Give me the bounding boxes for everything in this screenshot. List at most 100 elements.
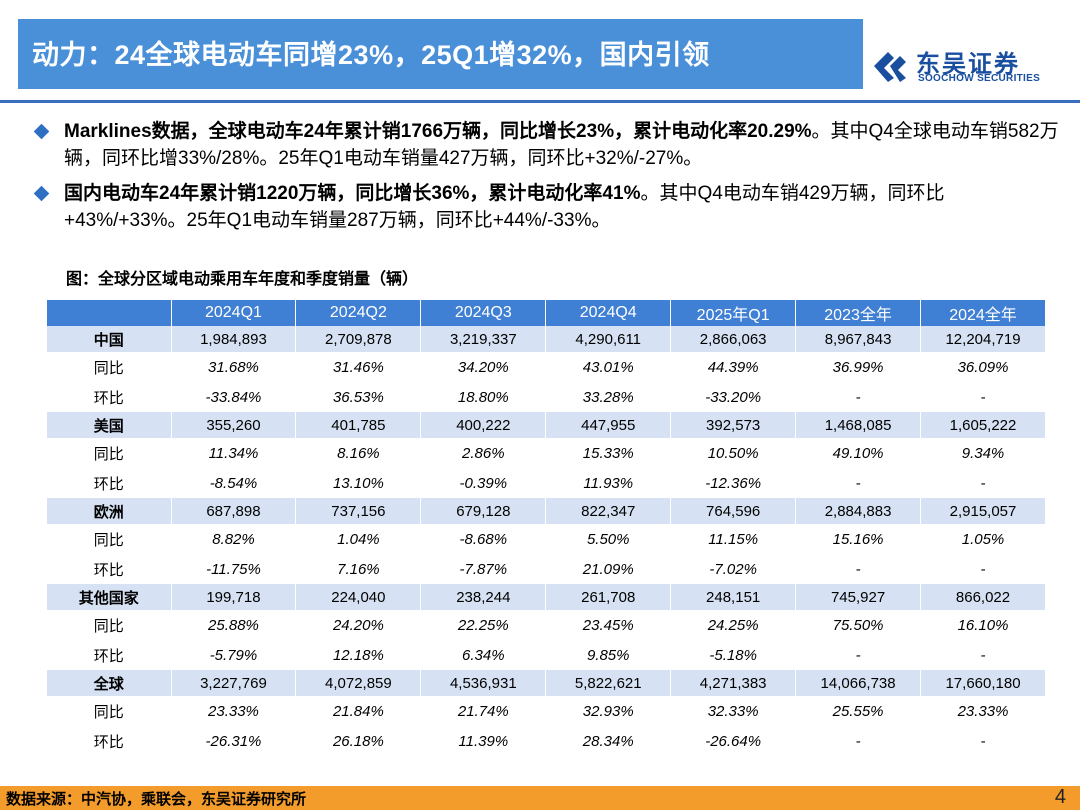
table-cell: 1.05% — [920, 524, 1046, 554]
table-cell: 36.09% — [920, 352, 1046, 382]
table-cell: 764,596 — [670, 498, 797, 524]
table-cell: -33.84% — [171, 382, 297, 412]
table-cell: 199,718 — [171, 584, 297, 610]
table-cell: -8.54% — [171, 468, 297, 498]
table-cell: -12.36% — [670, 468, 797, 498]
table-cell: -26.64% — [670, 726, 797, 756]
table-cell: - — [795, 640, 922, 670]
table-cell: 49.10% — [795, 438, 922, 468]
table-cell: 44.39% — [670, 352, 797, 382]
table-cell: 24.20% — [295, 610, 422, 640]
table-cell: - — [795, 382, 922, 412]
table-cell: 2,884,883 — [795, 498, 922, 524]
figure-caption: 图：全球分区域电动乘用车年度和季度销量（辆） — [66, 271, 419, 288]
table-cell: 34.20% — [420, 352, 547, 382]
table-row-ratio: 同比 31.68% 31.46% 34.20% 43.01% 44.39% 36.99% 36… — [47, 352, 1046, 382]
table-row-region: 全球 3,227,769 4,072,859 4,536,931 5,822,621 4,… — [47, 670, 1046, 696]
row-label: 同比 — [47, 696, 172, 726]
row-label: 其他国家 — [47, 584, 172, 610]
table-cell: - — [795, 726, 922, 756]
table-cell: 4,290,611 — [545, 326, 672, 352]
table-row-ratio: 环比 -33.84% 36.53% 18.80% 33.28% -33.20% - - — [47, 382, 1046, 412]
table-row-ratio: 同比 25.88% 24.20% 22.25% 23.45% 24.25% 75.50% 16… — [47, 610, 1046, 640]
table-cell: - — [795, 554, 922, 584]
table-body: 中国 1,984,893 2,709,878 3,219,337 4,290,611 2,… — [47, 326, 1046, 756]
row-label: 环比 — [47, 382, 172, 412]
table-cell: 238,244 — [420, 584, 547, 610]
table-cell: 15.33% — [545, 438, 672, 468]
table-row-region: 中国 1,984,893 2,709,878 3,219,337 4,290,611 2,… — [47, 326, 1046, 352]
table-cell: 28.34% — [545, 726, 672, 756]
table-cell: 3,227,769 — [171, 670, 297, 696]
row-label: 美国 — [47, 412, 172, 438]
bullet-bold-text: 国内电动车24年累计销1220万辆，同比增长36%，累计电动化率41% — [64, 183, 641, 204]
table-cell: 23.33% — [171, 696, 297, 726]
table-cell: - — [920, 382, 1046, 412]
table-cell: 21.09% — [545, 554, 672, 584]
table-cell: 36.99% — [795, 352, 922, 382]
row-label: 环比 — [47, 468, 172, 498]
table-cell: 2,866,063 — [670, 326, 797, 352]
title-bar: 动力：24全球电动车同增23%，25Q1增32%，国内引领 — [18, 19, 863, 89]
table-cell: -5.79% — [171, 640, 297, 670]
table-cell: 11.39% — [420, 726, 547, 756]
table-cell: 21.84% — [295, 696, 422, 726]
table-cell: 392,573 — [670, 412, 797, 438]
row-label: 中国 — [47, 326, 172, 352]
table-cell: 2.86% — [420, 438, 547, 468]
table-cell: 401,785 — [295, 412, 422, 438]
table-cell: -7.87% — [420, 554, 547, 584]
table-cell: 737,156 — [295, 498, 422, 524]
table-cell: 8.82% — [171, 524, 297, 554]
data-source: 数据来源：中汽协，乘联会，东吴证券研究所 — [6, 791, 307, 808]
table-cell: 400,222 — [420, 412, 547, 438]
table-cell: 6.34% — [420, 640, 547, 670]
table-cell: 17,660,180 — [920, 670, 1046, 696]
bullet-domestic: 国内电动车24年累计销1220万辆，同比增长36%，累计电动化率41%。其中Q4… — [30, 180, 1060, 234]
sales-table: 2024Q1 2024Q2 2024Q3 2024Q4 2025年Q1 2023… — [47, 300, 1046, 756]
bullet-text: 。其中Q4全球电动车销582万辆，同环比增33%/28%。25年Q1电动车销量4… — [64, 121, 1059, 169]
row-label: 环比 — [47, 554, 172, 584]
table-cell: 8.16% — [295, 438, 422, 468]
table-row-region: 其他国家 199,718 224,040 238,244 261,708 248,151 7… — [47, 584, 1046, 610]
table-cell: 866,022 — [920, 584, 1046, 610]
row-label: 同比 — [47, 438, 172, 468]
table-cell: 75.50% — [795, 610, 922, 640]
diamond-bullet-icon — [33, 185, 50, 202]
row-label: 同比 — [47, 610, 172, 640]
table-cell: 1.04% — [295, 524, 422, 554]
table-cell: 21.74% — [420, 696, 547, 726]
table-cell: 1,468,085 — [795, 412, 922, 438]
table-cell: 16.10% — [920, 610, 1046, 640]
table-cell: 1,984,893 — [171, 326, 297, 352]
table-cell: 5,822,621 — [545, 670, 672, 696]
table-cell: 687,898 — [171, 498, 297, 524]
table-cell: 355,260 — [171, 412, 297, 438]
table-cell: -11.75% — [171, 554, 297, 584]
table-cell: 261,708 — [545, 584, 672, 610]
table-cell: 2,709,878 — [295, 326, 422, 352]
column-header: 2024Q4 — [545, 300, 672, 326]
diamond-bullet-icon — [33, 123, 50, 140]
bullet-bold-text: Marklines数据，全球电动车24年累计销1766万辆，同比增长23%，累计… — [64, 121, 812, 142]
table-cell: 5.50% — [545, 524, 672, 554]
table-cell: 26.18% — [295, 726, 422, 756]
table-cell: 11.93% — [545, 468, 672, 498]
table-cell: 11.34% — [171, 438, 297, 468]
row-label: 全球 — [47, 670, 172, 696]
table-cell: - — [920, 640, 1046, 670]
table-row-region: 美国 355,260 401,785 400,222 447,955 392,573 1,4… — [47, 412, 1046, 438]
table-row-ratio: 同比 8.82% 1.04% -8.68% 5.50% 11.15% 15.16% 1.05% — [47, 524, 1046, 554]
table-cell: 13.10% — [295, 468, 422, 498]
column-header: 2024全年 — [920, 300, 1046, 326]
table-cell: 248,151 — [670, 584, 797, 610]
page-title: 动力：24全球电动车同增23%，25Q1增32%，国内引领 — [32, 40, 710, 70]
table-cell: 25.55% — [795, 696, 922, 726]
column-header: 2024Q3 — [420, 300, 547, 326]
page-number: 4 — [1054, 786, 1066, 808]
table-cell: 9.85% — [545, 640, 672, 670]
table-cell: 745,927 — [795, 584, 922, 610]
table-row-ratio: 环比 -26.31% 26.18% 11.39% 28.34% -26.64% - - — [47, 726, 1046, 756]
bullet-global: Marklines数据，全球电动车24年累计销1766万辆，同比增长23%，累计… — [30, 118, 1060, 172]
row-label: 环比 — [47, 726, 172, 756]
